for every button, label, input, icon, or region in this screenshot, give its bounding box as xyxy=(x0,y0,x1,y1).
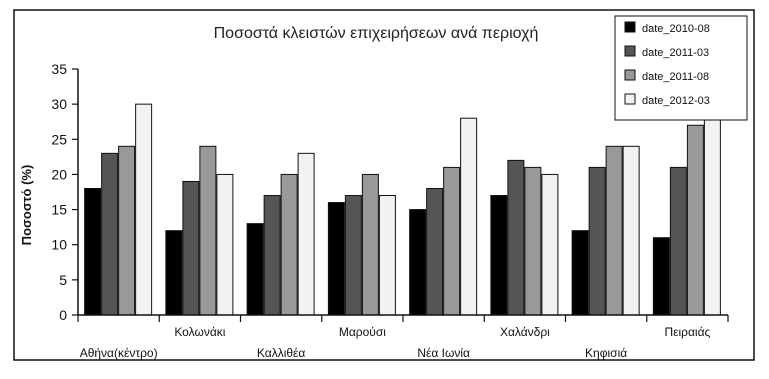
bar xyxy=(622,145,640,316)
bar xyxy=(652,237,670,316)
bar xyxy=(118,145,136,316)
legend-label: date_2011-03 xyxy=(642,47,709,59)
bar xyxy=(588,166,606,316)
legend-label: date_2010-08 xyxy=(642,23,710,35)
bar xyxy=(490,195,508,316)
bar xyxy=(101,152,119,316)
bar xyxy=(216,173,234,316)
bar xyxy=(135,103,153,316)
x-category-label: Μαρούσι xyxy=(339,325,386,339)
x-category-label: Νέα Ιωνία xyxy=(417,346,470,360)
bar xyxy=(297,152,315,316)
legend-swatch xyxy=(624,21,636,33)
legend-label: date_2012-03 xyxy=(642,95,710,107)
category-labels: Αθήνα(κέντρο) Κολωνάκι Καλλιθέα Μαρούσι Νέα … xyxy=(77,315,729,360)
bar-series-group xyxy=(84,103,721,316)
bar xyxy=(378,195,396,316)
legend-swatch xyxy=(624,69,636,81)
y-tick-label: 25 xyxy=(51,131,67,147)
y-tick-label: 5 xyxy=(59,272,67,288)
y-tick-label: 10 xyxy=(51,237,67,253)
y-tick-label: 0 xyxy=(59,307,67,323)
y-tick-label: 20 xyxy=(51,166,67,182)
legend: date_2010-08 date_2011-03 date_2011-08date… xyxy=(614,15,748,121)
bar xyxy=(507,159,525,316)
bar xyxy=(182,180,200,316)
legend-label: date_2011-08 xyxy=(642,71,709,83)
bar xyxy=(280,173,298,316)
bar xyxy=(460,117,478,316)
bar xyxy=(327,202,345,316)
bar xyxy=(263,195,281,316)
legend-box xyxy=(614,15,748,121)
bar xyxy=(246,223,264,316)
legend-swatch xyxy=(624,45,636,57)
x-category-label: Κολωνάκι xyxy=(174,325,225,339)
bar xyxy=(199,145,217,316)
bar xyxy=(361,173,379,316)
x-category-label: Αθήνα(κέντρο) xyxy=(80,346,158,360)
bar xyxy=(669,166,687,316)
x-category-label: Καλλιθέα xyxy=(257,346,305,360)
x-category-label: Πειραιάς xyxy=(664,325,710,339)
y-axis-label: Ποσοστό (%) xyxy=(19,165,34,246)
chart-title: Ποσοστά κλειστών επιχειρήσεων ανά περιοχ… xyxy=(214,25,539,42)
bar xyxy=(344,195,362,316)
bar xyxy=(84,187,102,316)
bar xyxy=(605,145,623,316)
y-tick-label: 35 xyxy=(51,61,67,77)
y-axis-ticks: 0 5 10 15 20 25 30 35 xyxy=(51,61,78,323)
bar xyxy=(686,124,704,316)
bar xyxy=(409,209,427,316)
y-tick-label: 15 xyxy=(51,202,67,218)
bar xyxy=(443,166,461,316)
bar xyxy=(571,230,589,316)
legend-swatch xyxy=(624,93,636,105)
bar xyxy=(524,166,542,316)
bar xyxy=(703,117,721,316)
x-category-label: Κηφισιά xyxy=(585,346,627,360)
y-tick-label: 30 xyxy=(51,96,67,112)
bar xyxy=(426,187,444,316)
bar xyxy=(541,173,559,316)
bar xyxy=(165,230,183,316)
x-category-label: Χαλάνδρι xyxy=(500,325,550,339)
